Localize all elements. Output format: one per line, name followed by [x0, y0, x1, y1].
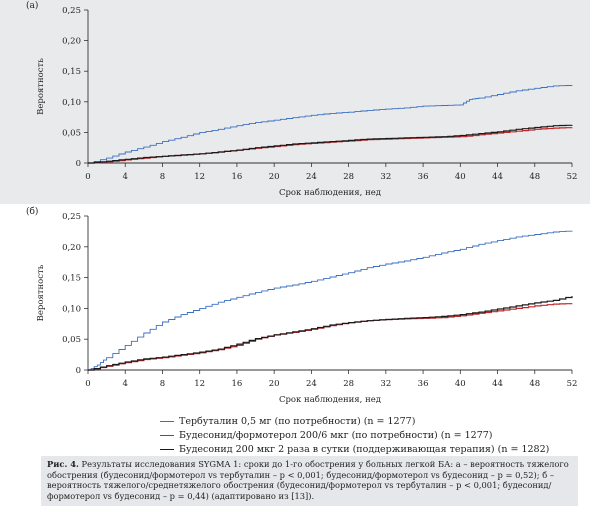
- series-line-3: [88, 124, 573, 164]
- x-tick-label: 4: [123, 379, 128, 389]
- series-line-2: [88, 303, 573, 371]
- x-tick-label: 44: [492, 172, 503, 182]
- panel-label: (а): [26, 0, 38, 11]
- x-tick-label: 36: [418, 172, 429, 182]
- legend-label-budesonide-formoterol: Будесонид/формотерол 200/6 мкг (по потре…: [179, 429, 493, 441]
- legend-swatch-budesonide-formoterol: [160, 434, 174, 436]
- x-tick-label: 8: [160, 172, 165, 182]
- x-tick-label: 48: [529, 379, 540, 389]
- x-tick-label: 44: [492, 379, 503, 389]
- x-tick-label: 52: [567, 172, 578, 182]
- chart-panel-1: (а)00,050,100,150,200,250 4 8 12 16 20 24 28 32 3…: [26, 0, 577, 198]
- y-tick-label: 0,05: [62, 335, 81, 345]
- panel-label: (б): [26, 206, 38, 217]
- y-tick-label: 0,20: [62, 37, 81, 47]
- legend-label-terbutaline: Тербуталин 0,5 мг (по потребности) (n = …: [179, 415, 416, 427]
- x-tick-label: 0: [85, 172, 90, 182]
- y-tick-label: 0,15: [62, 67, 81, 77]
- x-tick-label: 8: [160, 379, 165, 389]
- chart-panel-2: (б)00,050,100,150,200,250 4 8 12 16 20 24 28 32 3…: [26, 206, 577, 405]
- x-axis-label: Срок наблюдения, нед: [279, 394, 381, 405]
- caption-text: Результаты исследования SYGMA 1: сроки д…: [47, 459, 569, 501]
- x-tick-label: 32: [380, 379, 391, 389]
- legend: Тербуталин 0,5 мг (по потребности) (n = …: [160, 414, 580, 456]
- x-tick-label: 16: [232, 379, 243, 389]
- series-line-3: [88, 296, 573, 371]
- y-tick-label: 0,10: [62, 304, 81, 314]
- x-tick-label: 52: [567, 379, 578, 389]
- y-tick-label: 0,10: [62, 98, 81, 108]
- legend-item-budesonide: Будесонид 200 мкг 2 раза в сутки (поддер…: [160, 442, 580, 456]
- x-axis-label: Срок наблюдения, нед: [279, 187, 381, 198]
- y-tick-label: 0,20: [62, 243, 81, 253]
- x-tick-label: 24: [306, 379, 317, 389]
- caption-label: Рис. 4.: [47, 459, 79, 469]
- x-tick-label: 32: [380, 172, 391, 182]
- x-tick-label: 28: [343, 379, 354, 389]
- figure-caption: Рис. 4. Результаты исследования SYGMA 1:…: [41, 456, 578, 506]
- series-line-1: [88, 85, 573, 164]
- charts-canvas: (а)00,050,100,150,200,250 4 8 12 16 20 24 28 32 3…: [26, 0, 577, 405]
- series-line-1: [88, 230, 573, 371]
- legend-swatch-budesonide: [160, 448, 174, 450]
- x-tick-label: 40: [455, 172, 466, 182]
- legend-swatch-terbutaline: [160, 420, 174, 422]
- x-tick-label: 48: [529, 172, 540, 182]
- y-tick-label: 0: [76, 159, 81, 169]
- y-tick-label: 0,05: [62, 128, 81, 138]
- x-tick-label: 20: [269, 172, 280, 182]
- legend-label-budesonide: Будесонид 200 мкг 2 раза в сутки (поддер…: [179, 443, 550, 455]
- x-tick-label: 12: [194, 379, 205, 389]
- y-axis-label: Вероятность: [36, 264, 46, 321]
- top-panel-background: [0, 0, 590, 204]
- y-tick-label: 0,25: [62, 212, 81, 222]
- y-tick-label: 0,15: [62, 274, 81, 284]
- x-tick-label: 24: [306, 172, 317, 182]
- series-line-2: [88, 127, 573, 164]
- x-tick-label: 28: [343, 172, 354, 182]
- x-tick-label: 40: [455, 379, 466, 389]
- y-tick-label: 0: [76, 366, 81, 376]
- x-tick-label: 4: [123, 172, 128, 182]
- x-tick-label: 0: [85, 379, 90, 389]
- x-tick-label: 36: [418, 379, 429, 389]
- x-tick-label: 16: [232, 172, 243, 182]
- x-tick-label: 20: [269, 379, 280, 389]
- legend-item-terbutaline: Тербуталин 0,5 мг (по потребности) (n = …: [160, 414, 580, 428]
- y-tick-label: 0,25: [62, 6, 81, 16]
- legend-item-budesonide-formoterol: Будесонид/формотерол 200/6 мкг (по потре…: [160, 428, 580, 442]
- x-tick-label: 12: [194, 172, 205, 182]
- y-axis-label: Вероятность: [36, 58, 46, 115]
